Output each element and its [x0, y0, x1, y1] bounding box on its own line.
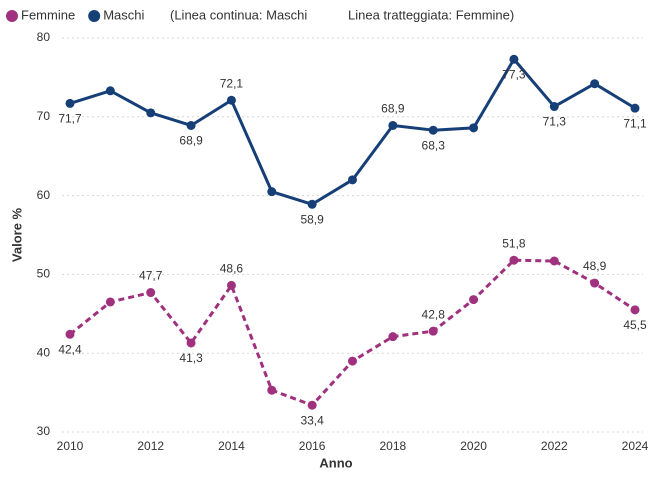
x-tick-label: 2012: [137, 439, 164, 453]
x-tick-label: 2022: [541, 439, 568, 453]
x-tick-label: 2014: [218, 439, 245, 453]
data-point: [630, 305, 640, 315]
data-label: 42,4: [58, 342, 82, 356]
x-tick-label: 2016: [299, 439, 326, 453]
data-label: 48,9: [583, 259, 607, 273]
annotation: (Linea continua: Maschi: [170, 7, 307, 22]
data-label: 71,1: [623, 116, 647, 130]
data-point: [590, 278, 600, 288]
data-point: [186, 338, 196, 348]
x-tick-label: 2010: [57, 439, 84, 453]
data-point: [267, 385, 277, 395]
data-point: [186, 120, 196, 130]
y-tick-label: 50: [37, 267, 51, 281]
data-point: [348, 356, 357, 366]
y-axis-label: Valore %: [9, 207, 24, 262]
data-point: [65, 98, 75, 108]
data-point: [388, 120, 398, 130]
data-label: 68,9: [179, 134, 203, 148]
y-tick-label: 80: [37, 30, 51, 44]
data-point: [549, 256, 559, 266]
data-label: 68,3: [422, 138, 446, 152]
y-tick-label: 40: [37, 345, 51, 359]
data-point: [307, 199, 317, 209]
data-point: [509, 54, 519, 64]
data-point: [146, 108, 156, 118]
data-point: [226, 95, 236, 105]
data-label: 68,9: [381, 102, 405, 116]
data-point: [146, 288, 156, 298]
data-label: 33,4: [300, 413, 324, 427]
data-point: [509, 255, 519, 265]
data-point: [630, 103, 640, 113]
data-label: 77,3: [502, 67, 526, 81]
x-tick-label: 2018: [380, 439, 407, 453]
y-tick-label: 60: [37, 188, 51, 202]
data-point: [348, 175, 357, 185]
data-point: [428, 125, 438, 135]
legend-label: Femmine: [21, 7, 75, 22]
data-point: [105, 297, 115, 307]
data-point: [469, 123, 479, 133]
data-point: [267, 187, 277, 197]
data-point: [226, 280, 236, 290]
data-label: 71,3: [543, 115, 567, 129]
x-axis-label: Anno: [319, 455, 352, 470]
data-label: 42,8: [422, 307, 446, 321]
data-label: 41,3: [179, 351, 203, 365]
data-point: [590, 79, 600, 89]
y-tick-label: 30: [37, 424, 51, 438]
data-label: 72,1: [220, 76, 244, 90]
data-point: [65, 329, 75, 339]
data-point: [549, 102, 559, 112]
data-label: 71,7: [58, 112, 82, 126]
data-point: [307, 400, 317, 410]
legend-marker: [6, 10, 18, 22]
data-point: [105, 86, 115, 96]
data-point: [469, 295, 479, 305]
data-label: 58,9: [300, 212, 324, 226]
annotation: Linea tratteggiata: Femmine): [348, 7, 514, 22]
y-tick-label: 70: [37, 109, 51, 123]
legend-label: Maschi: [103, 7, 144, 22]
data-label: 47,7: [139, 269, 163, 283]
x-tick-label: 2020: [460, 439, 487, 453]
data-label: 45,5: [623, 318, 647, 332]
legend-marker: [88, 10, 101, 22]
x-tick-label: 2024: [622, 439, 649, 453]
data-point: [388, 332, 398, 342]
data-label: 48,6: [220, 262, 244, 276]
data-point: [428, 326, 438, 336]
data-label: 51,8: [502, 236, 526, 250]
